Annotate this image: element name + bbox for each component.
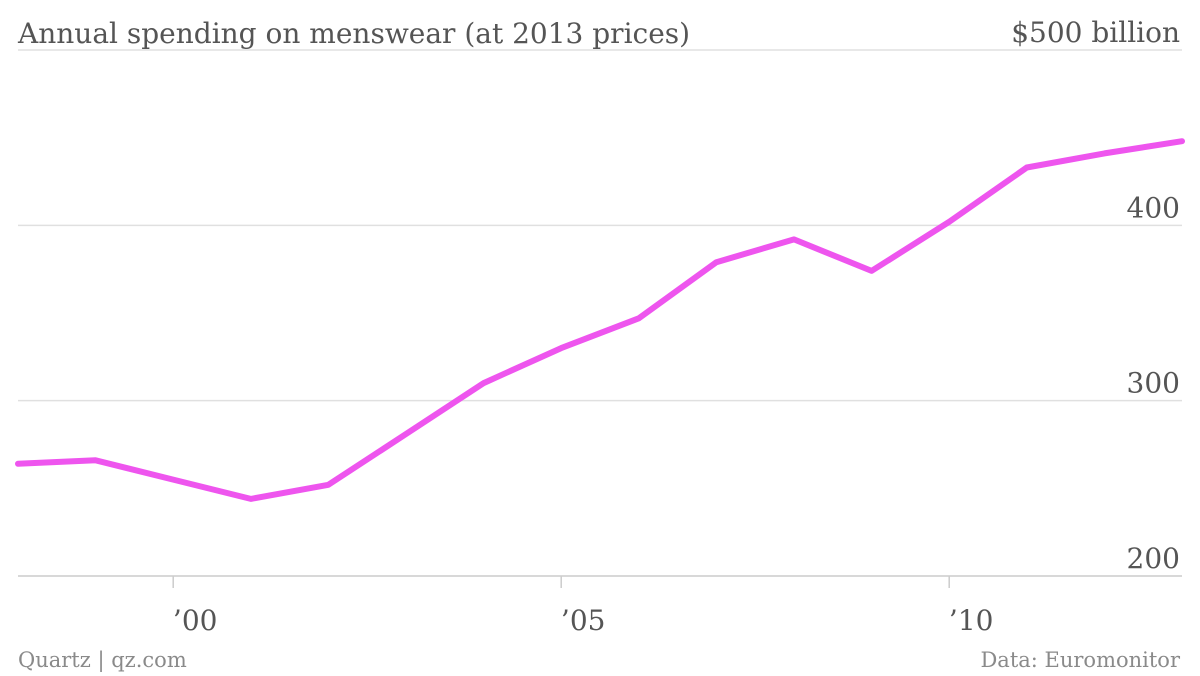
- data-point-2001: [248, 496, 254, 502]
- data-point-2010: [946, 219, 952, 225]
- data-point-2004: [481, 380, 487, 386]
- data-point-2002: [325, 482, 331, 488]
- data-point-1999: [93, 457, 99, 463]
- data-point-2006: [636, 315, 642, 321]
- source-text: Data: Euromonitor: [980, 648, 1180, 672]
- y-tick-label-200: 200: [1127, 542, 1180, 575]
- x-tick-label-2000: ’00: [173, 604, 218, 637]
- data-point-2012: [1101, 150, 1107, 156]
- series-line-0: [15, 138, 1185, 502]
- x-tick-label-2005: ’05: [561, 604, 606, 637]
- y-tick-label-300: 300: [1127, 367, 1180, 400]
- data-point-2008: [791, 236, 797, 242]
- y-axis-labels: $500 billion 400 300 200: [1011, 16, 1180, 575]
- y-tick-label-500: $500 billion: [1011, 16, 1180, 49]
- data-point-2005: [558, 345, 564, 351]
- x-tick-label-2010: ’10: [949, 604, 994, 637]
- data-point-1998: [15, 461, 21, 467]
- data-point-2013: [1179, 138, 1185, 144]
- credit-text: Quartz | qz.com: [18, 648, 187, 673]
- data-point-2000: [170, 477, 176, 483]
- data-point-2011: [1024, 165, 1030, 171]
- data-point-2007: [713, 259, 719, 265]
- x-axis: ’00 ’05 ’10: [172, 576, 994, 637]
- series-layer: [15, 138, 1185, 502]
- gridlines: [18, 49, 1182, 577]
- chart-title: Annual spending on menswear (at 2013 pri…: [17, 17, 690, 50]
- data-point-2003: [403, 431, 409, 437]
- y-tick-label-400: 400: [1127, 191, 1180, 224]
- data-point-2009: [869, 268, 875, 274]
